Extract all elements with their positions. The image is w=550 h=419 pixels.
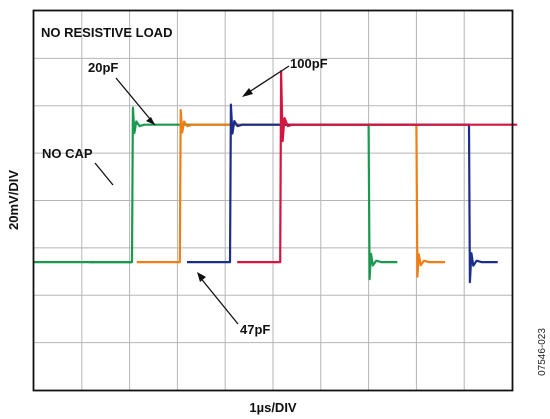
grid <box>34 11 512 390</box>
annotation-47pf: 47pF <box>197 272 270 337</box>
figure-id: 07546-023 <box>537 328 548 376</box>
traces <box>34 70 518 284</box>
trace-20pf <box>136 109 446 278</box>
annotation-100pf-label: 100pF <box>290 56 328 71</box>
annotation-nocap-label: NO CAP <box>42 146 93 161</box>
chart-title: NO RESISTIVE LOAD <box>41 25 172 40</box>
y-axis-label: 20mV/DIV <box>6 170 21 230</box>
annotation-nocap: NO CAP <box>42 146 114 186</box>
trace-100pf <box>237 70 518 264</box>
annotation-20pf: 20pF <box>88 60 156 126</box>
annotation-20pf-arrow <box>115 77 156 126</box>
trace-47pf <box>187 103 498 284</box>
annotation-nocap-arrow <box>94 162 114 186</box>
plot-frame <box>32 9 514 392</box>
x-axis-label: 1µs/DIV <box>249 400 297 415</box>
annotation-47pf-arrow <box>198 275 239 325</box>
annotation-20pf-label: 20pF <box>88 60 118 75</box>
trace-no-cap <box>89 106 398 281</box>
annotation-47pf-arrowhead <box>197 272 206 282</box>
annotation-47pf-label: 47pF <box>240 322 270 337</box>
annotation-100pf-arrowhead <box>242 88 253 97</box>
annotation-100pf-arrow <box>245 65 290 95</box>
annotation-20pf-arrowhead <box>146 117 155 125</box>
annotation-100pf: 100pF <box>242 56 328 97</box>
